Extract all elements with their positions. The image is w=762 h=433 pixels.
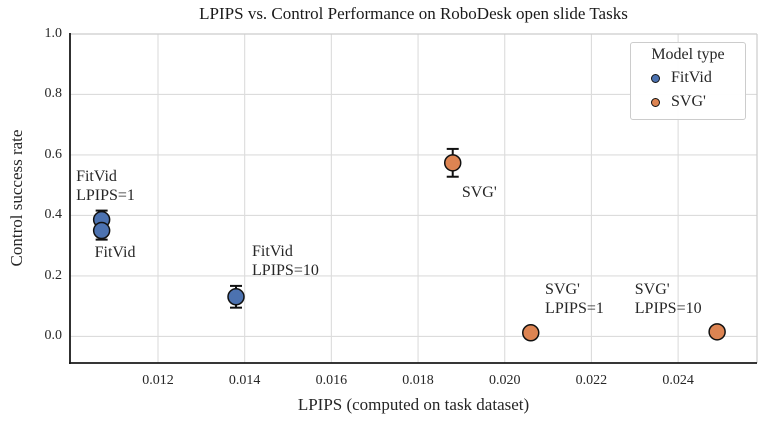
y-tick-label-0.6: 0.6 bbox=[44, 146, 63, 162]
x-axis-label: LPIPS (computed on task dataset) bbox=[297, 395, 530, 414]
data-point-fitvid bbox=[92, 221, 111, 240]
legend-label-svg: SVG' bbox=[671, 93, 706, 110]
legend-entry-fitvid: FitVid bbox=[637, 66, 739, 90]
data-point-fitvid-lpips-10 bbox=[227, 288, 245, 306]
y-tick-label-0.8: 0.8 bbox=[44, 86, 63, 102]
annotation-svg: SVG' bbox=[461, 184, 497, 202]
y-tick-label-0.0: 0.0 bbox=[44, 328, 63, 344]
x-tick-label-0.018: 0.018 bbox=[402, 373, 434, 388]
annotation-fitvid-lpips-1: FitVid LPIPS=1 bbox=[76, 168, 135, 205]
svg-marker-icon bbox=[651, 97, 660, 107]
x-tick-label-0.014: 0.014 bbox=[228, 373, 261, 388]
legend-entry-svg: SVG' bbox=[637, 90, 739, 114]
x-tick-label-0.022: 0.022 bbox=[575, 373, 608, 388]
y-tick-label-0.2: 0.2 bbox=[44, 267, 63, 283]
annotation-svg-lpips-1: SVG' LPIPS=1 bbox=[545, 280, 604, 317]
y-tick-label-0.4: 0.4 bbox=[44, 207, 63, 223]
x-tick-label-0.020: 0.020 bbox=[488, 373, 521, 388]
legend-title: Model type bbox=[651, 46, 725, 63]
y-tick-label-1.0: 1.0 bbox=[44, 26, 63, 41]
x-tick-label-0.016: 0.016 bbox=[315, 373, 348, 388]
legend: Model type FitVid SVG' bbox=[630, 42, 746, 120]
data-point-svg bbox=[443, 154, 462, 172]
data-point-svg-lpips-1 bbox=[521, 324, 540, 342]
x-tick-label-0.024: 0.024 bbox=[662, 373, 694, 388]
fitvid-marker-icon bbox=[651, 73, 660, 83]
annotation-fitvid: FitVid bbox=[94, 243, 136, 261]
x-tick-label-0.012: 0.012 bbox=[142, 373, 174, 388]
legend-label-fitvid: FitVid bbox=[671, 69, 712, 86]
chart-title: LPIPS vs. Control Performance on RoboDes… bbox=[199, 4, 628, 23]
data-point-svg-lpips-10 bbox=[708, 323, 726, 341]
annotation-fitvid-lpips-10: FitVid LPIPS=10 bbox=[252, 243, 319, 280]
annotation-svg-lpips-10: SVG' LPIPS=10 bbox=[634, 280, 702, 317]
